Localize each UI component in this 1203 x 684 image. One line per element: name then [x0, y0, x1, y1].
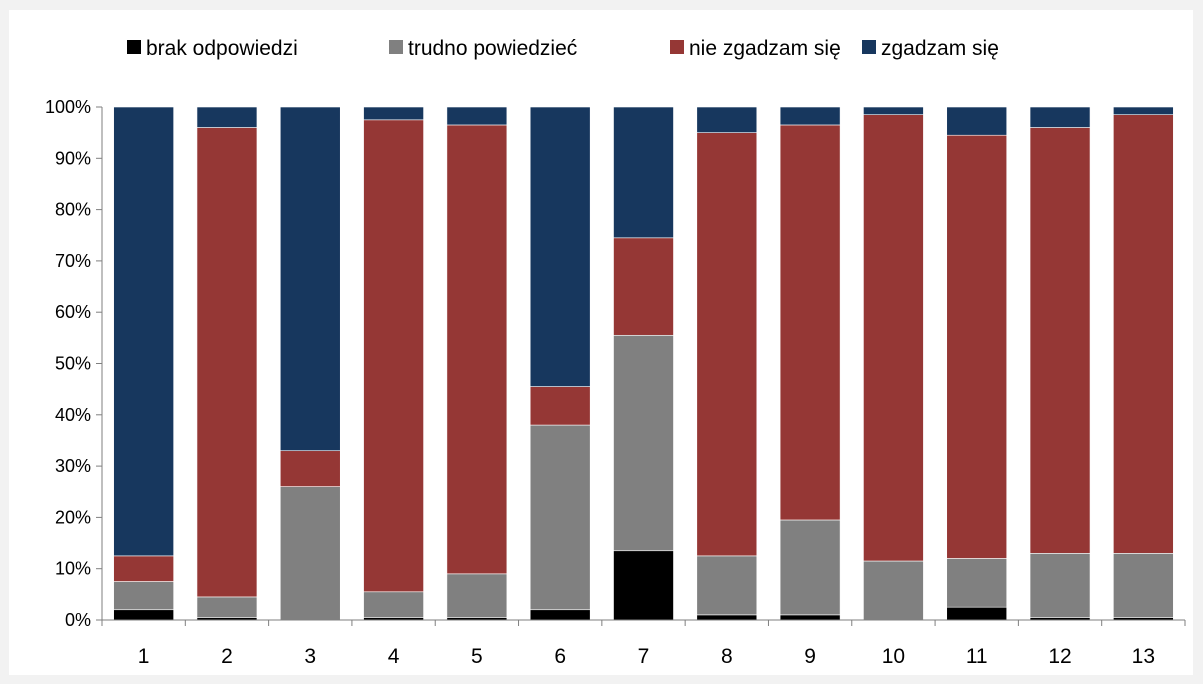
bar-segment-4-cat-7: [613, 106, 674, 239]
bar-segment-1-cat-6: [529, 609, 591, 621]
y-tick-label: 10%: [55, 559, 91, 579]
bar-segment-1-cat-8: [696, 614, 758, 621]
y-tick-label: 20%: [55, 507, 91, 527]
bar-segment-3-cat-1: [113, 555, 174, 582]
bar-segment-2-cat-8: [696, 555, 758, 616]
bar-segment-3-cat-5: [446, 124, 508, 575]
bar-segment-4-cat-8: [696, 106, 758, 133]
legend-label-1: brak odpowiedzi: [146, 37, 298, 60]
bar-segment-2-cat-9: [779, 519, 841, 616]
stacked-bar-chart: brak odpowiedzi trudno powiedzieć nie zgad…: [45, 37, 1186, 668]
y-tick-label: 100%: [45, 97, 91, 117]
y-tick-label: 80%: [55, 200, 91, 220]
x-tick-label: 9: [804, 645, 816, 668]
legend: brak odpowiedzi trudno powiedzieć nie zgad…: [127, 37, 999, 60]
x-tick-label: 6: [554, 645, 566, 668]
bar-segment-4-cat-4: [363, 106, 424, 121]
legend-swatch-2: [389, 40, 403, 54]
x-tick-label: 10: [882, 645, 905, 668]
bar-segment-2-cat-10: [863, 560, 924, 621]
y-tick-label: 90%: [55, 148, 91, 168]
bar-segment-3-cat-10: [863, 114, 924, 562]
bar-segment-4-cat-10: [863, 106, 924, 115]
x-tick-label: 3: [304, 645, 316, 668]
bar-segment-2-cat-5: [446, 573, 508, 618]
bar-segment-2-cat-11: [946, 558, 1008, 608]
y-tick-label: 0%: [65, 610, 91, 630]
bar-segment-2-cat-1: [113, 581, 174, 611]
bar-segment-3-cat-12: [1029, 127, 1091, 554]
bar-segment-2-cat-7: [613, 334, 674, 552]
bar-segment-2-cat-6: [529, 424, 591, 611]
bar-segment-4-cat-6: [529, 106, 591, 387]
chart-frame: brak odpowiedzi trudno powiedzieć nie zgad…: [9, 10, 1193, 675]
x-tick-label: 13: [1132, 645, 1155, 668]
bar-segment-2-cat-13: [1113, 553, 1174, 618]
y-axis: 0% 10% 20% 30% 40% 50% 60% 70% 80% 90% 100%: [45, 97, 103, 630]
legend-swatch-1: [127, 40, 141, 54]
bar-segment-3-cat-6: [529, 386, 591, 426]
bar-segment-4-cat-2: [196, 106, 258, 128]
bars: [113, 106, 1174, 621]
y-tick-label: 60%: [55, 302, 91, 322]
legend-label-4: zgadzam się: [881, 37, 999, 60]
x-tick-label: 4: [388, 645, 400, 668]
x-tick-label: 1: [138, 645, 150, 668]
x-tick-label: 12: [1048, 645, 1071, 668]
bar-segment-4-cat-3: [279, 106, 341, 452]
bar-segment-4-cat-9: [779, 106, 841, 126]
bar-segment-2-cat-12: [1029, 553, 1091, 618]
y-tick-label: 40%: [55, 405, 91, 425]
bar-segment-3-cat-7: [613, 237, 674, 336]
bar-segment-3-cat-11: [946, 134, 1008, 559]
x-tick-label: 11: [966, 645, 988, 668]
x-tick-label: 5: [471, 645, 483, 668]
bar-segment-3-cat-2: [196, 127, 258, 598]
bar-segment-2-cat-3: [279, 486, 341, 621]
x-tick-label: 8: [721, 645, 733, 668]
legend-label-2: trudno powiedzieć: [408, 37, 577, 60]
bar-segment-2-cat-4: [363, 591, 424, 618]
bar-segment-4-cat-13: [1113, 106, 1174, 115]
bar-segment-3-cat-13: [1113, 114, 1174, 554]
bar-segment-3-cat-9: [779, 124, 841, 521]
legend-label-3: nie zgadzam się: [689, 37, 841, 60]
bar-segment-4-cat-1: [113, 106, 174, 557]
bar-segment-4-cat-5: [446, 106, 508, 126]
legend-swatch-4: [862, 40, 876, 54]
bar-segment-2-cat-2: [196, 596, 258, 618]
bar-segment-1-cat-7: [613, 550, 674, 621]
bar-segment-3-cat-8: [696, 132, 758, 557]
legend-swatch-3: [670, 40, 684, 54]
y-tick-label: 70%: [55, 251, 91, 271]
bar-segment-3-cat-4: [363, 119, 424, 593]
x-tick-label: 2: [221, 645, 233, 668]
x-axis: 1 2 3 4 5 6 7 8 9 10 11 12 13: [101, 619, 1186, 668]
bar-segment-3-cat-3: [279, 450, 341, 487]
bar-segment-4-cat-11: [946, 106, 1008, 136]
bar-segment-1-cat-9: [779, 614, 841, 621]
bar-segment-1-cat-11: [946, 606, 1008, 621]
y-tick-label: 50%: [55, 354, 91, 374]
bar-segment-4-cat-12: [1029, 106, 1091, 128]
x-tick-label: 7: [638, 645, 650, 668]
y-tick-label: 30%: [55, 456, 91, 476]
bar-segment-1-cat-1: [113, 609, 174, 621]
